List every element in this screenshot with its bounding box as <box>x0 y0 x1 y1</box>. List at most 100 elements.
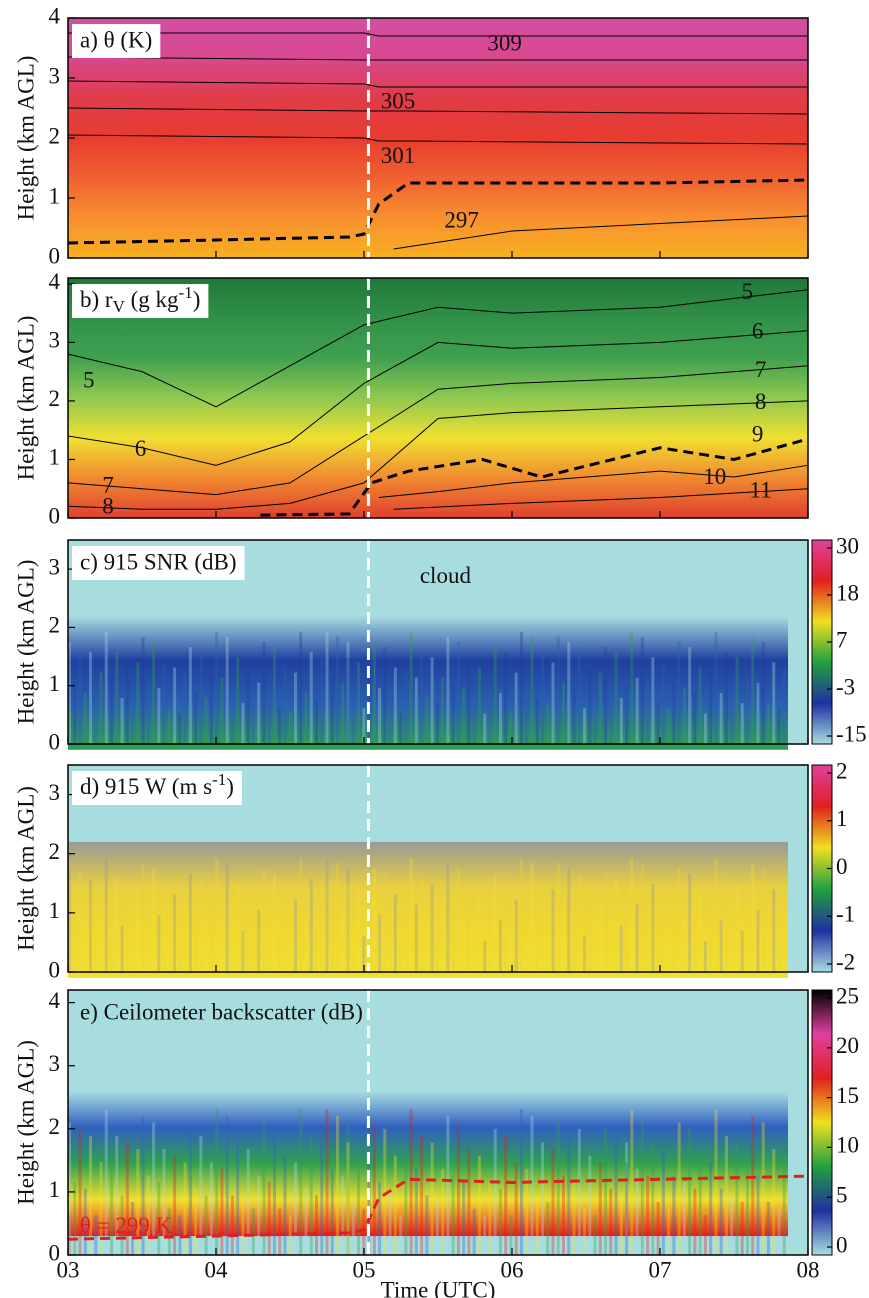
texture <box>220 904 224 972</box>
texture <box>782 894 786 972</box>
texture <box>309 878 313 972</box>
texture <box>309 652 313 744</box>
texture <box>388 1188 392 1255</box>
texture <box>283 894 287 972</box>
texture <box>698 667 702 744</box>
texture <box>562 1175 566 1255</box>
texture <box>194 1188 198 1255</box>
texture <box>441 677 445 744</box>
texture <box>656 1202 660 1255</box>
contour-line <box>67 107 809 115</box>
texture <box>351 703 355 744</box>
texture <box>125 1142 129 1255</box>
y-tick-label: 1 <box>49 671 61 696</box>
texture <box>388 693 392 744</box>
texture <box>761 642 765 744</box>
texture <box>230 925 234 972</box>
texture <box>278 1208 282 1255</box>
texture <box>236 884 240 972</box>
texture <box>504 652 508 744</box>
texture <box>667 1208 671 1255</box>
texture <box>288 713 292 744</box>
texture <box>194 693 198 744</box>
texture <box>167 1208 171 1255</box>
texture <box>714 858 718 972</box>
texture <box>672 682 676 744</box>
texture <box>404 672 408 744</box>
texture <box>183 1162 187 1255</box>
title-part: -1 <box>179 283 193 302</box>
texture <box>567 868 571 972</box>
texture <box>251 708 255 744</box>
texture <box>693 920 697 972</box>
contour-line <box>67 400 809 510</box>
y-tick-label: 1 <box>49 1177 61 1202</box>
y-axis-label: Height (km AGL) <box>13 56 38 221</box>
texture <box>724 1135 728 1255</box>
plot-frame <box>67 989 809 1256</box>
texture <box>288 940 292 972</box>
texture <box>777 708 781 744</box>
contour-label: 6 <box>752 318 764 343</box>
texture <box>146 1175 150 1255</box>
contour-label: 305 <box>381 88 416 113</box>
texture <box>293 899 297 972</box>
texture <box>209 1162 213 1255</box>
texture <box>351 930 355 972</box>
texture <box>78 1129 82 1255</box>
texture <box>131 930 135 972</box>
texture <box>94 1215 98 1255</box>
texture <box>110 1168 114 1255</box>
texture <box>257 1175 261 1255</box>
colorbar-tick-label: -1 <box>836 902 855 927</box>
texture <box>157 1182 161 1255</box>
title-box <box>72 284 209 318</box>
texture <box>451 1175 455 1255</box>
texture <box>225 636 229 744</box>
texture <box>730 698 734 744</box>
texture <box>315 698 319 744</box>
y-tick-label: 2 <box>49 123 61 148</box>
texture <box>241 930 245 972</box>
texture <box>346 657 350 744</box>
texture <box>78 873 82 972</box>
contour-label: 11 <box>750 478 772 503</box>
texture <box>435 703 439 744</box>
texture <box>104 1109 108 1255</box>
texture <box>640 863 644 972</box>
texture <box>540 1142 544 1255</box>
texture <box>420 652 424 744</box>
texture <box>441 904 445 972</box>
texture <box>120 925 124 972</box>
colorbar <box>811 989 833 1256</box>
texture <box>251 1208 255 1255</box>
texture <box>162 1149 166 1255</box>
texture <box>651 1142 655 1255</box>
y-tick-label: 4 <box>49 3 61 28</box>
texture <box>378 915 382 972</box>
colorbar-tick-label: 25 <box>836 983 859 1008</box>
texture <box>204 925 208 972</box>
y-tick-label: 4 <box>49 988 61 1013</box>
texture <box>115 878 119 972</box>
y-tick-label: 1 <box>49 898 61 923</box>
colorbar-tick-label: 7 <box>836 627 848 652</box>
texture <box>131 1202 135 1255</box>
texture <box>751 636 755 744</box>
texture <box>157 915 161 972</box>
texture <box>115 1135 119 1255</box>
texture <box>330 677 334 744</box>
texture <box>89 652 93 744</box>
texture <box>583 708 587 744</box>
texture <box>703 713 707 744</box>
contour-label: 7 <box>755 357 767 382</box>
x-tick-label: 07 <box>649 1257 672 1282</box>
texture <box>446 1115 450 1255</box>
texture <box>672 1175 676 1255</box>
texture <box>609 693 613 744</box>
texture <box>162 662 166 744</box>
texture <box>688 647 692 744</box>
texture <box>498 693 502 744</box>
texture <box>656 930 660 972</box>
texture <box>362 1208 366 1255</box>
